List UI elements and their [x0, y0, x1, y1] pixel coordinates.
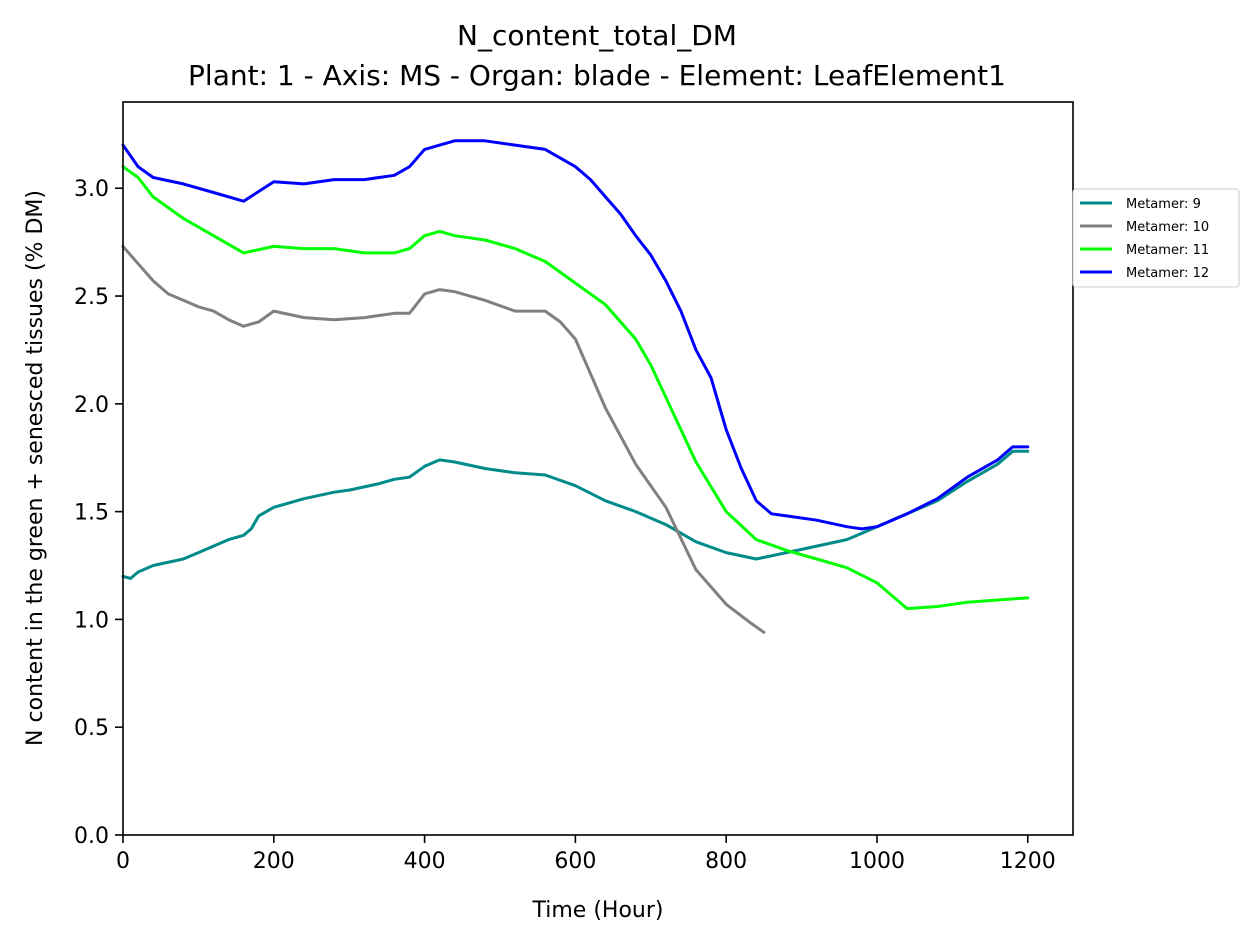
legend: Metamer: 9 Metamer: 10 Metamer: 11 Metamer:…: [1072, 188, 1240, 288]
x-tick-label: 1000: [849, 849, 905, 874]
legend-label: Metamer: 9: [1126, 197, 1201, 212]
series-line-metamer-4: [121, 139, 1030, 531]
series-line-metamer-1: [121, 449, 1030, 580]
x-tick-label: 800: [705, 849, 747, 874]
y-tick-label: 1.0: [74, 608, 109, 633]
y-axis-label: N content in the green + senesced tissue…: [23, 190, 48, 746]
y-tick-label: 0.5: [74, 716, 109, 741]
legend-label: Metamer: 10: [1126, 220, 1209, 235]
plot-frame: [122, 101, 1074, 836]
x-axis: 0 200 400 600 800 1000 1200: [116, 835, 1056, 874]
chart-subtitle: Plant: 1 - Axis: MS - Organ: blade - Ele…: [188, 59, 1006, 92]
legend-label: Metamer: 11: [1126, 243, 1209, 258]
series-line-metamer-3: [121, 165, 1030, 611]
y-tick-label: 2.5: [74, 285, 109, 310]
x-tick-label: 1200: [1000, 849, 1056, 874]
x-tick-label: 400: [404, 849, 446, 874]
y-axis: 0.0 0.5 1.0 1.5 2.0 2.5 3.0: [74, 177, 123, 849]
legend-label: Metamer: 12: [1126, 266, 1209, 281]
series-line-metamer-2: [121, 244, 766, 634]
legend-frame: [1072, 188, 1240, 288]
plot-lines: [121, 139, 1030, 634]
x-tick-label: 600: [554, 849, 596, 874]
y-tick-label: 1.5: [74, 501, 109, 526]
y-tick-label: 0.0: [74, 824, 109, 849]
y-tick-label: 2.0: [74, 393, 109, 418]
x-axis-label: Time (Hour): [532, 898, 664, 923]
y-tick-label: 3.0: [74, 177, 109, 202]
x-tick-label: 200: [253, 849, 295, 874]
chart-title: N_content_total_DM: [457, 19, 737, 52]
x-tick-label: 0: [116, 849, 130, 874]
